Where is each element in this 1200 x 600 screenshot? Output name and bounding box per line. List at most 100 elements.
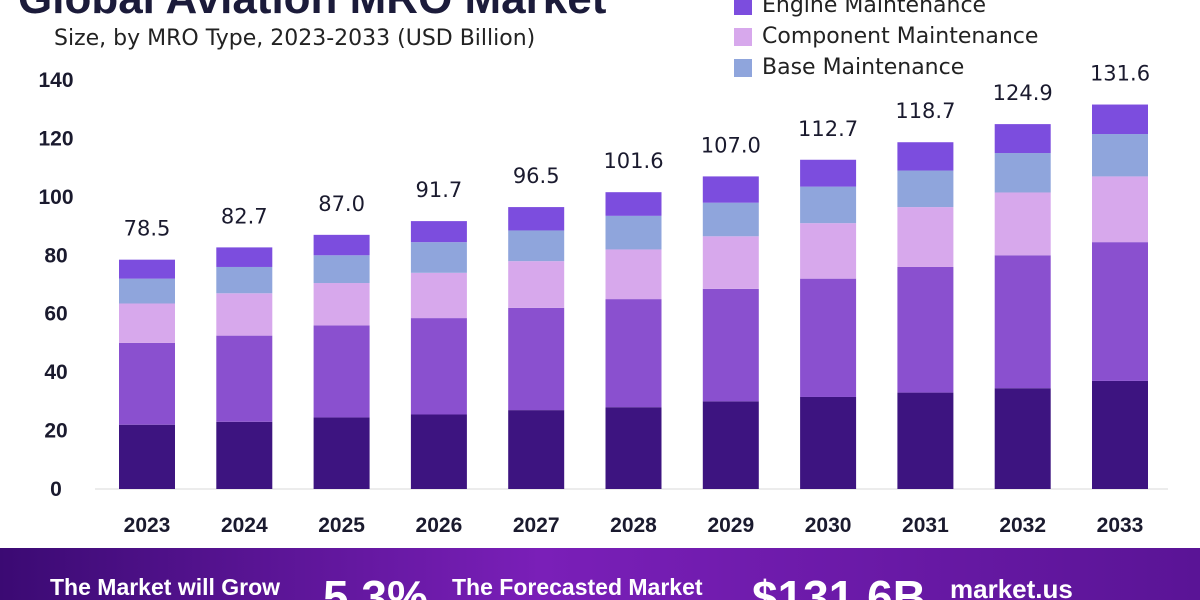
- banner-market-value: $131.6B: [752, 571, 926, 600]
- bar-segment-2026-s2: [410, 272, 467, 319]
- bar-segment-2032-s2: [994, 192, 1051, 256]
- bar-segment-2023-s3: [119, 278, 175, 304]
- x-tick-label: 2026: [416, 514, 463, 537]
- bar-segment-2024-s4: [216, 247, 273, 267]
- bar-total-label: 118.7: [895, 99, 955, 123]
- bar-total-label: 107.0: [701, 133, 761, 157]
- bar-segment-2023-s4: [119, 259, 175, 279]
- bar-segment-2031-s1: [897, 266, 954, 393]
- bar-segment-2027-s1: [508, 307, 565, 411]
- bar-segment-2027-s0: [508, 410, 565, 489]
- bar-segment-2026-s0: [410, 414, 467, 489]
- bar-total-label: 87.0: [318, 192, 365, 216]
- bar-total-label: 131.6: [1090, 62, 1150, 86]
- legend-label-base: Base Maintenance: [762, 55, 965, 80]
- bar-segment-2024-s2: [216, 293, 273, 336]
- bar-segment-2027-s2: [508, 261, 565, 308]
- y-tick-label: 60: [44, 303, 67, 326]
- bar-segment-2028-s4: [605, 192, 662, 216]
- bar-segment-2029-s3: [702, 202, 759, 237]
- bar-segment-2030-s0: [800, 396, 857, 489]
- bar-total-label: 112.7: [798, 117, 858, 141]
- bar-segment-2029-s4: [702, 176, 759, 203]
- bar-segment-2028-s0: [605, 407, 662, 489]
- bar-segment-2032-s0: [994, 388, 1051, 489]
- banner-grow-text: The Market will Grow: [50, 574, 281, 600]
- bar-total-label: 82.7: [221, 204, 268, 228]
- legend-label-engine: Engine Maintenance: [762, 0, 987, 18]
- banner-cagr-value: 5.3%: [323, 571, 428, 600]
- x-tick-label: 2025: [318, 514, 365, 537]
- legend-label-component: Component Maintenance: [762, 24, 1039, 49]
- bar-segment-2026-s3: [410, 242, 467, 273]
- bar-segment-2025-s1: [313, 325, 370, 418]
- bar-segment-2028-s1: [605, 299, 662, 408]
- bar-segment-2032-s1: [994, 255, 1051, 389]
- bar-total-label: 101.6: [603, 149, 663, 173]
- bar-segment-2024-s3: [216, 266, 273, 294]
- bar-segment-2026-s1: [410, 318, 467, 415]
- bar-total-label: 91.7: [416, 178, 463, 202]
- x-tick-label: 2032: [999, 514, 1046, 537]
- x-tick-label: 2023: [124, 514, 171, 537]
- chart-title: Global Aviation MRO Market: [18, 0, 606, 24]
- bar-total-label: 78.5: [124, 217, 171, 241]
- bar-segment-2033-s4: [1092, 104, 1148, 135]
- x-tick-label: 2024: [221, 514, 268, 537]
- legend-swatch-engine: [734, 0, 752, 15]
- y-tick-label: 120: [38, 127, 73, 150]
- bar-segment-2025-s4: [313, 234, 370, 256]
- bar-segment-2031-s0: [897, 392, 954, 489]
- bar-segment-2033-s2: [1092, 176, 1148, 243]
- footer-banner: The Market will Grow 5.3% The Forecasted…: [0, 548, 1200, 600]
- chart-legend: Engine Maintenance Component Maintenance…: [734, 0, 1038, 83]
- y-tick-label: 0: [50, 478, 62, 501]
- y-tick-label: 80: [44, 244, 67, 267]
- chart-subtitle: Size, by MRO Type, 2023-2033 (USD Billio…: [54, 26, 536, 51]
- x-tick-label: 2030: [805, 514, 852, 537]
- banner-brand-logo: market.us: [950, 574, 1073, 600]
- legend-swatch-base: [734, 58, 752, 77]
- x-tick-label: 2029: [707, 514, 754, 537]
- bar-total-label: 124.9: [993, 81, 1053, 105]
- bar-total-label: 96.5: [513, 164, 560, 188]
- banner-forecast-text: The Forecasted Market: [452, 574, 703, 600]
- bar-segment-2032-s4: [994, 124, 1051, 154]
- bar-segment-2025-s2: [313, 283, 370, 326]
- bar-segment-2030-s4: [800, 159, 857, 187]
- bar-segment-2029-s1: [702, 288, 759, 402]
- legend-swatch-component: [734, 27, 752, 46]
- bar-segment-2026-s4: [410, 221, 467, 243]
- legend-item-base: Base Maintenance: [734, 52, 1038, 83]
- y-tick-label: 140: [38, 69, 73, 92]
- bar-segment-2031-s2: [897, 207, 954, 267]
- x-tick-label: 2031: [902, 514, 949, 537]
- bar-segment-2023-s2: [119, 303, 175, 343]
- x-tick-label: 2028: [610, 514, 657, 537]
- legend-item-component: Component Maintenance: [734, 21, 1038, 52]
- y-tick-label: 20: [44, 420, 67, 443]
- legend-item-engine: Engine Maintenance: [734, 0, 1038, 21]
- bar-segment-2029-s0: [702, 401, 759, 489]
- bar-segment-2033-s0: [1092, 380, 1148, 489]
- bar-segment-2025-s0: [313, 417, 370, 489]
- bar-segment-2025-s3: [313, 255, 370, 284]
- bar-segment-2030-s2: [800, 223, 857, 279]
- bar-segment-2024-s1: [216, 335, 273, 422]
- bar-segment-2031-s3: [897, 170, 954, 208]
- bar-segment-2031-s4: [897, 142, 954, 171]
- x-tick-label: 2033: [1097, 514, 1144, 537]
- bar-segment-2028-s3: [605, 215, 662, 250]
- bar-segment-2029-s2: [702, 236, 759, 289]
- bar-segment-2030-s3: [800, 186, 857, 224]
- x-tick-label: 2027: [513, 514, 560, 537]
- y-tick-label: 100: [38, 186, 73, 209]
- bar-segment-2023-s0: [119, 424, 175, 489]
- bar-chart: 0 20 40 60 80 100 120 140 78.5 2023 82.7 2024 87.0 20…: [38, 62, 1168, 537]
- y-tick-label: 40: [44, 361, 67, 384]
- bar-segment-2023-s1: [119, 342, 175, 425]
- bar-segment-2030-s1: [800, 278, 857, 397]
- bar-segment-2024-s0: [216, 421, 273, 489]
- bar-segment-2027-s4: [508, 207, 565, 231]
- bar-segment-2033-s1: [1092, 242, 1148, 381]
